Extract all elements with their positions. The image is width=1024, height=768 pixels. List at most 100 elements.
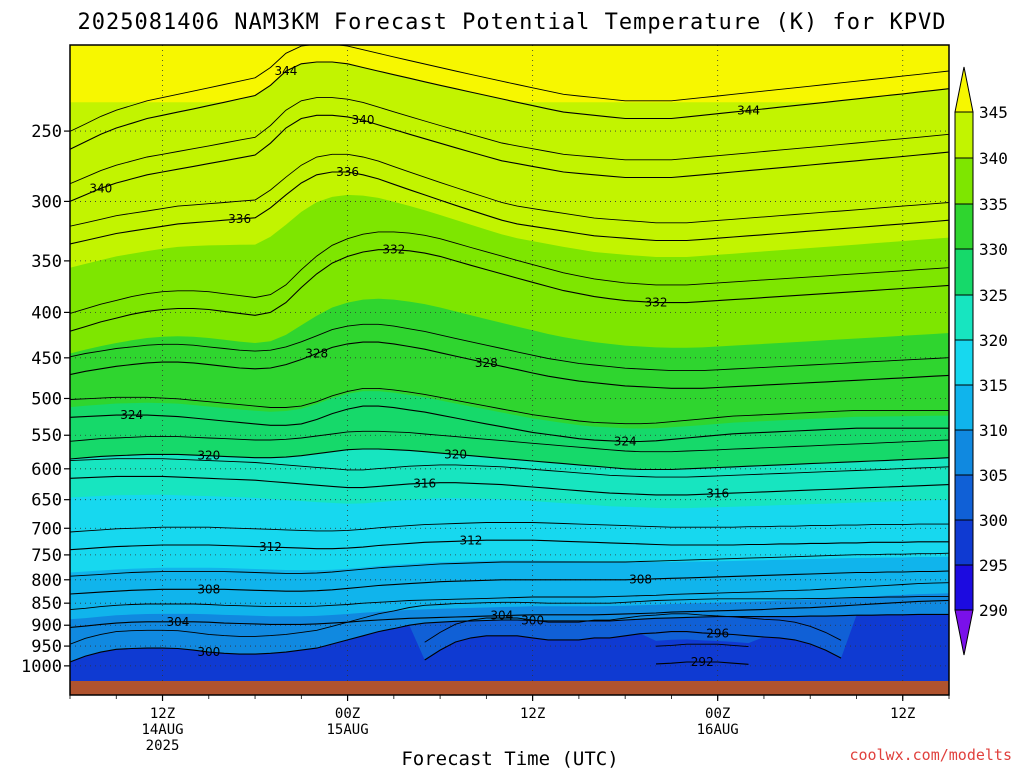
- isentrope-minor-336: [70, 153, 949, 227]
- colorbar-label: 325: [979, 286, 1008, 305]
- isentrope-324: [70, 405, 949, 443]
- x-axis-label: Forecast Time (UTC): [401, 748, 618, 768]
- y-tick-label: 1000: [21, 657, 62, 677]
- contour-label-304: 304: [166, 615, 189, 629]
- colorbar-label: 330: [979, 240, 1008, 259]
- colorbar-label: 305: [979, 466, 1008, 485]
- y-tick-label: 550: [31, 426, 62, 446]
- colorbar-swatch: [954, 248, 974, 296]
- isentrope-minor-308: [70, 552, 949, 577]
- isentrope-minor-292: [655, 643, 749, 648]
- band-below-295: [70, 614, 949, 695]
- contour-label-308: 308: [629, 572, 652, 586]
- colorbar-swatch: [954, 564, 974, 611]
- contour-label-312: 312: [259, 540, 282, 554]
- chart-title: 2025081406 NAM3KM Forecast Potential Tem…: [78, 10, 947, 35]
- x-tick-label: 12Z: [520, 706, 545, 722]
- x-tick-label: 14AUG: [141, 722, 183, 738]
- x-tick-label: 12Z: [890, 706, 915, 722]
- colorbar: 345 340 335 330 325 320 315 310 305 300 295 290: [954, 66, 1008, 656]
- plot-frame: [69, 44, 950, 696]
- contour-label-332: 332: [382, 243, 405, 257]
- colorbar-label: 335: [979, 195, 1008, 214]
- isentrope-minor-344: [70, 45, 949, 132]
- isentrope-300: [70, 613, 949, 663]
- isentrope-344: [70, 61, 949, 150]
- colorbar-swatch: [954, 429, 974, 476]
- isentrope-340: [70, 114, 949, 202]
- y-tick-label: 850: [31, 594, 62, 614]
- isentrope-320: [70, 448, 949, 471]
- contour-label-320: 320: [197, 449, 220, 463]
- contour-label-308: 308: [197, 582, 220, 596]
- y-tick-label: 250: [31, 122, 62, 142]
- colorbar-label: 310: [979, 421, 1008, 440]
- y-tick-label: 750: [31, 546, 62, 566]
- contour-label-328: 328: [475, 356, 498, 370]
- colorbar-label: 300: [979, 511, 1008, 530]
- x-tick-label: 15AUG: [327, 722, 369, 738]
- isentrope-292: [655, 661, 749, 665]
- colorbar-label: 340: [979, 149, 1008, 168]
- contour-label-340: 340: [352, 113, 375, 127]
- y-tick-label: 800: [31, 571, 62, 591]
- colorbar-cap-top: [954, 66, 974, 113]
- colorbar-swatch: [954, 519, 974, 566]
- contour-label-332: 332: [645, 296, 668, 310]
- contour-label-328: 328: [305, 347, 328, 361]
- x-tick-label: 16AUG: [697, 722, 739, 738]
- isentrope-332: [70, 249, 949, 332]
- contour-label-324: 324: [120, 408, 143, 422]
- isentrope-minor-340: [70, 97, 949, 185]
- isentrope-296: [424, 631, 842, 661]
- colorbar-label: 320: [979, 331, 1008, 350]
- y-tick-label: 400: [31, 303, 62, 323]
- y-tick-label: 900: [31, 616, 62, 636]
- contour-label-312: 312: [459, 534, 482, 548]
- isentrope-minor-312: [70, 522, 949, 533]
- x-tick-label: 2025: [146, 738, 180, 754]
- contour-label-304: 304: [490, 609, 513, 623]
- ground-bar: [70, 681, 949, 695]
- contour-label-344: 344: [737, 103, 760, 117]
- isentrope-308: [70, 570, 949, 595]
- isentrope-minor-316: [70, 458, 949, 478]
- y-tick-label: 650: [31, 491, 62, 511]
- contour-label-316: 316: [413, 476, 436, 490]
- contour-lines: [70, 45, 949, 665]
- contour-label-324: 324: [614, 435, 637, 449]
- colorbar-swatch: [954, 474, 974, 521]
- colorbar-label: 315: [979, 376, 1008, 395]
- colorbar-swatch: [954, 384, 974, 431]
- isentrope-minor-324: [70, 387, 949, 425]
- colorbar-swatch: [954, 339, 974, 386]
- plot-area: [70, 45, 949, 695]
- isentrope-minor-328: [70, 323, 949, 372]
- x-tick-label: 00Z: [335, 706, 360, 722]
- colorbar-swatch: [954, 157, 974, 205]
- contour-label-316: 316: [706, 487, 729, 501]
- isentrope-304: [70, 599, 949, 628]
- y-tick-label: 350: [31, 252, 62, 272]
- contour-label-320: 320: [444, 447, 467, 461]
- colorbar-swatch: [954, 111, 974, 159]
- isentrope-minor-304: [70, 582, 949, 611]
- credit-text: coolwx.com/modelts: [849, 746, 1012, 764]
- isentrope-336: [70, 171, 949, 245]
- colorbar-label: 345: [979, 103, 1008, 122]
- y-tick-label: 600: [31, 460, 62, 480]
- isentrope-328: [70, 341, 949, 389]
- contour-label-344: 344: [274, 64, 297, 78]
- x-tick-label: 00Z: [705, 706, 730, 722]
- y-tick-label: 300: [31, 192, 62, 212]
- isentrope-minor-296: [424, 613, 842, 643]
- isentrope-312: [70, 539, 949, 551]
- isentrope-minor-320: [70, 430, 949, 453]
- colorbar-label: 290: [979, 601, 1008, 620]
- contour-label-300: 300: [197, 645, 220, 659]
- contour-label-296: 296: [706, 627, 729, 641]
- colorbar-label: 295: [979, 556, 1008, 575]
- y-tick-label: 950: [31, 637, 62, 657]
- contour-label-300: 300: [521, 613, 544, 627]
